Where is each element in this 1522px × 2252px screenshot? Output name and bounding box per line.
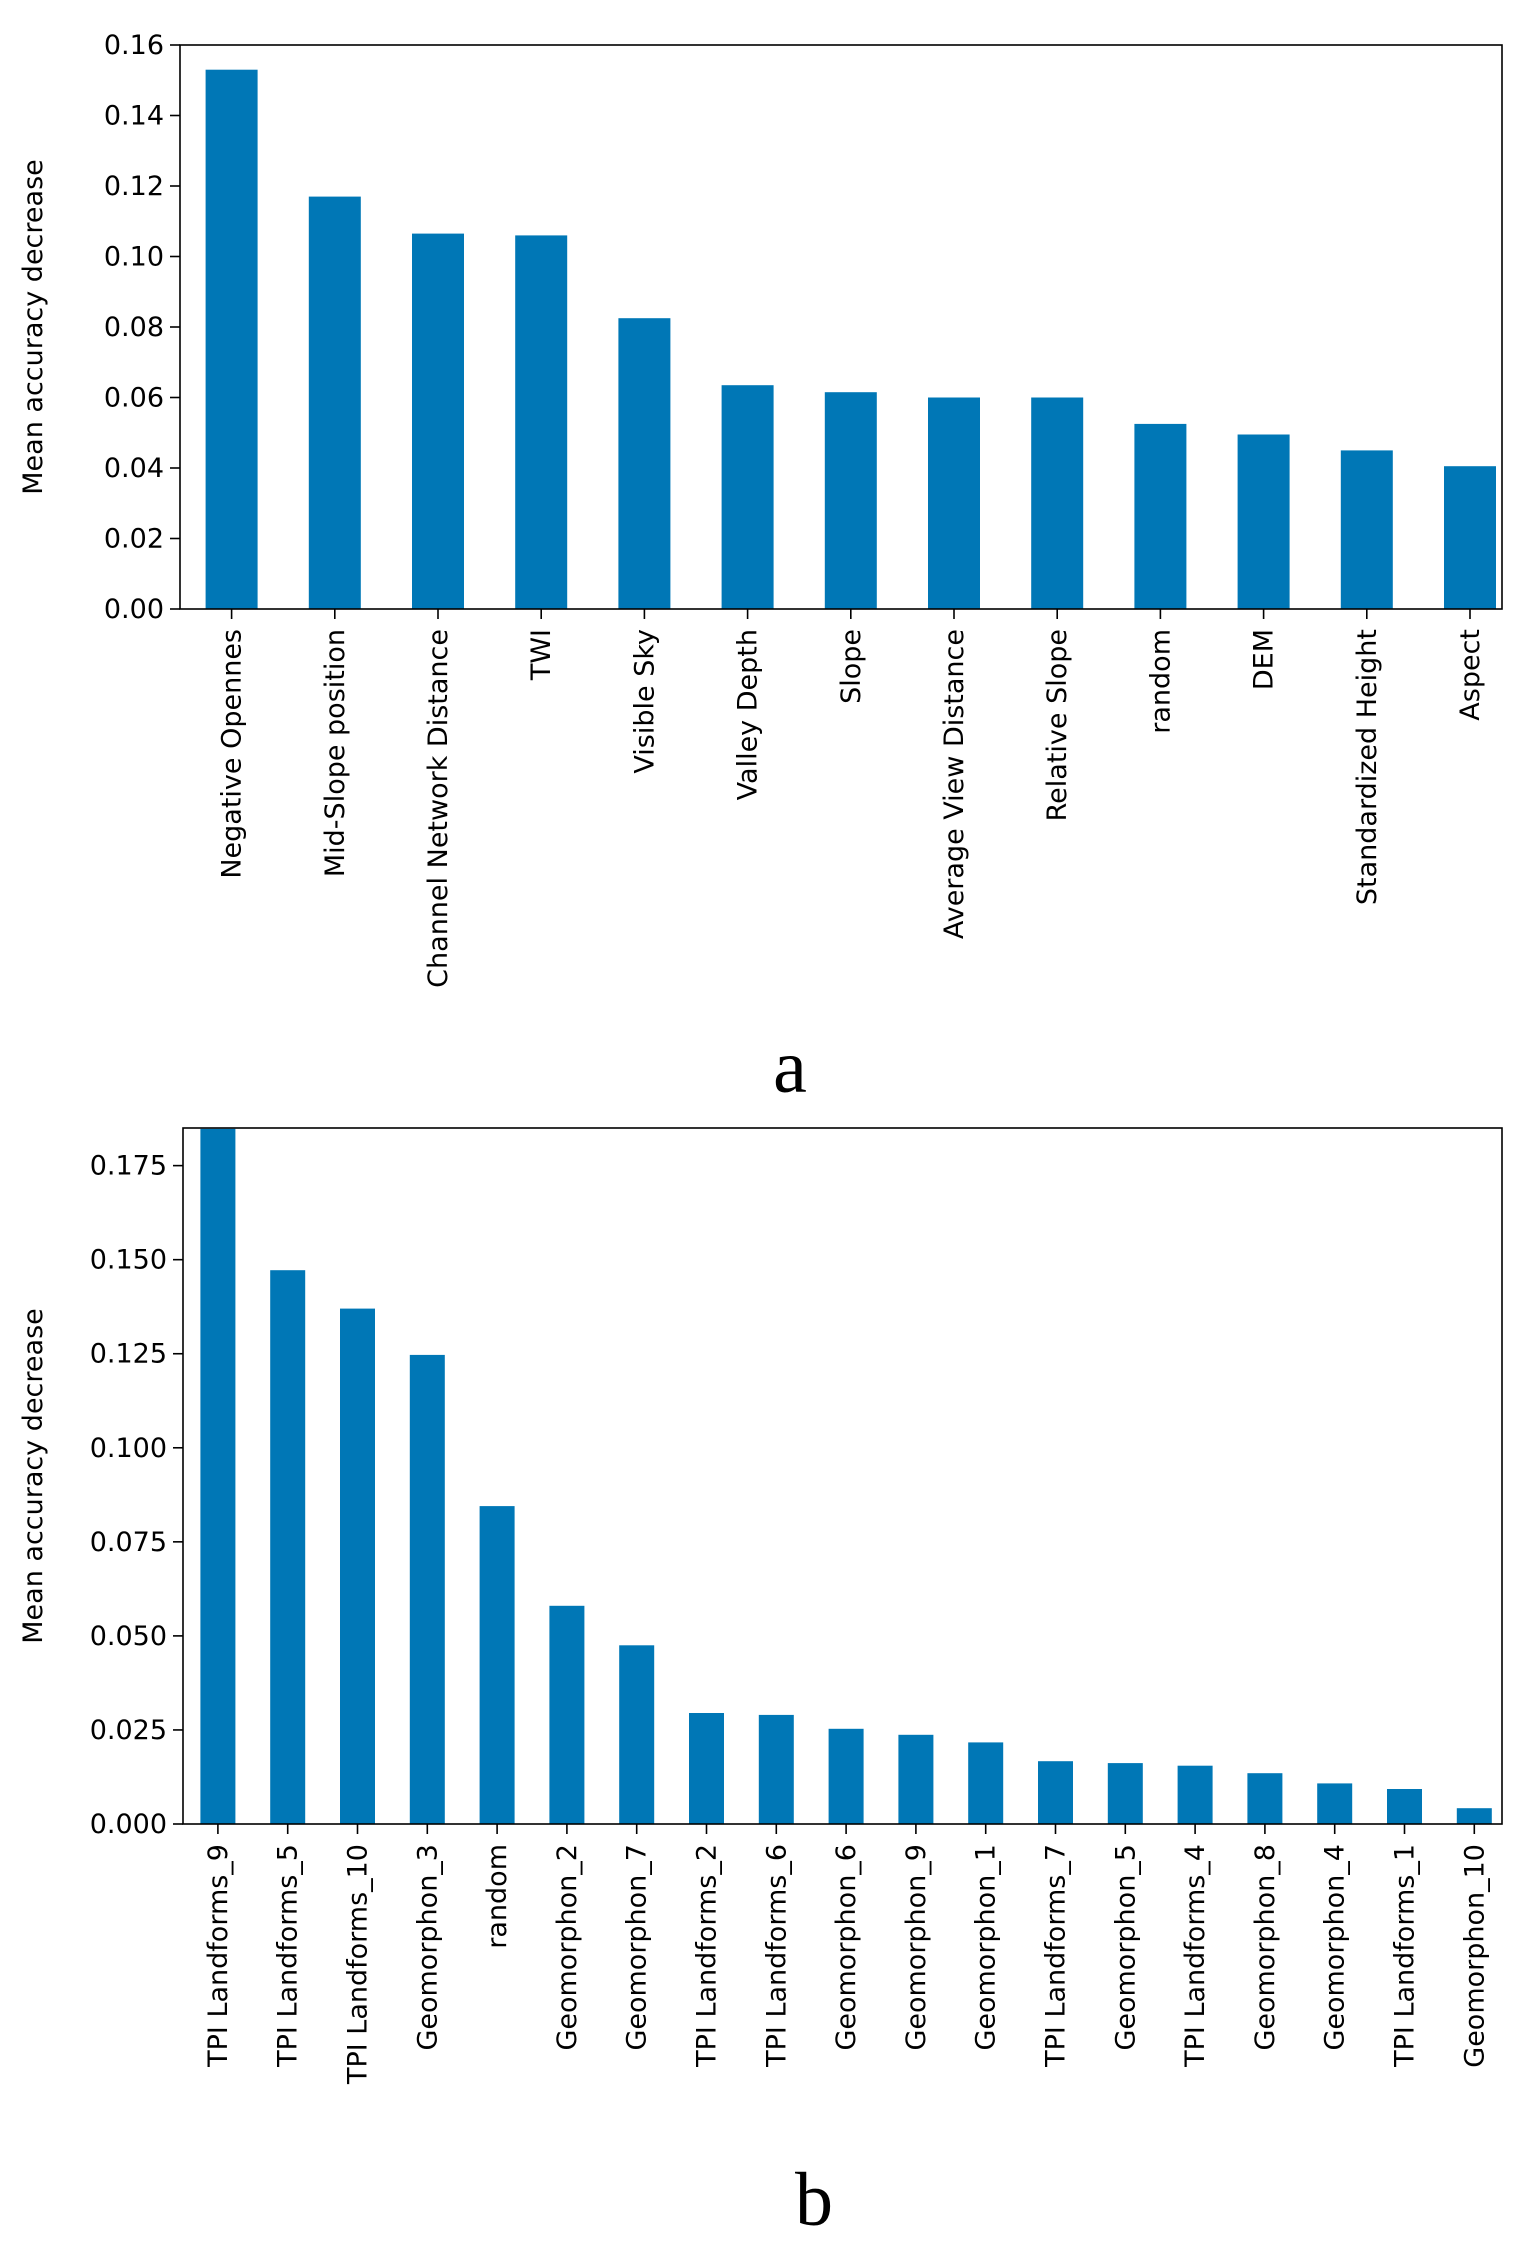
y-tick-label: 0.04 [104, 453, 164, 484]
y-tick-label: 0.100 [90, 1433, 167, 1464]
bar [689, 1713, 724, 1824]
bar [1456, 1808, 1492, 1824]
x-tick-label: random [482, 1844, 513, 1949]
x-tick-label: Relative Slope [1042, 629, 1073, 821]
bar [549, 1605, 585, 1824]
bar [1038, 1761, 1073, 1824]
bar [1177, 1765, 1213, 1824]
x-tick-label: Geomorphon_8 [1250, 1844, 1281, 2051]
bar [968, 1742, 1004, 1824]
bar [1031, 397, 1084, 609]
bar [1387, 1789, 1422, 1824]
bar [200, 1128, 236, 1824]
bar [205, 69, 258, 609]
y-tick-label: 0.025 [90, 1715, 167, 1746]
axes-frame [182, 1127, 1503, 1825]
x-tick-label: TPI Landforms_7 [1041, 1844, 1072, 2068]
bar [1134, 423, 1187, 609]
bar [308, 196, 361, 609]
bar [1237, 434, 1290, 609]
bar [928, 397, 980, 609]
x-tick-label: Geomorphon_7 [622, 1844, 653, 2051]
x-tick-label: Valley Depth [733, 629, 764, 800]
y-axis-label: Mean accuracy decrease [18, 1308, 49, 1643]
y-tick-label: 0.175 [90, 1151, 167, 1182]
y-tick-label: 0.050 [90, 1621, 167, 1652]
bar [619, 1645, 655, 1824]
bar [828, 1728, 864, 1824]
y-tick-label: 0.02 [104, 524, 164, 555]
y-tick-label: 0.075 [90, 1527, 167, 1558]
x-tick-label: Geomorphon_2 [552, 1844, 583, 2051]
x-tick-label: TPI Landforms_10 [343, 1844, 374, 2085]
bar [1444, 466, 1496, 609]
x-tick-label: Visible Sky [629, 629, 660, 774]
x-tick-label: TPI Landforms_6 [761, 1844, 792, 2068]
y-tick-label: 0.125 [90, 1339, 167, 1370]
x-tick-label: TPI Landforms_9 [203, 1844, 234, 2068]
bar [721, 385, 774, 609]
x-tick-label: Geomorphon_6 [831, 1844, 862, 2051]
bar [898, 1734, 934, 1824]
bar [515, 235, 568, 609]
y-tick-label: 0.08 [104, 312, 164, 343]
bar [758, 1714, 794, 1824]
x-tick-label: Average View Distance [939, 629, 970, 939]
x-tick-label: Channel Network Distance [423, 629, 454, 988]
x-tick-label: Geomorphon_4 [1320, 1844, 1351, 2051]
panel-label-a: a [773, 1025, 807, 1109]
bar [1247, 1773, 1283, 1824]
y-axis-label: Mean accuracy decrease [18, 159, 49, 494]
y-tick-label: 0.10 [104, 242, 164, 273]
x-tick-label: TPI Landforms_2 [692, 1844, 723, 2068]
bar [270, 1270, 306, 1824]
y-tick-label: 0.16 [104, 30, 164, 61]
x-tick-label: TPI Landforms_1 [1390, 1844, 1421, 2068]
x-tick-label: random [1145, 629, 1176, 734]
bar [1340, 450, 1393, 609]
bar [479, 1506, 515, 1824]
x-tick-label: Mid-Slope position [320, 629, 351, 877]
y-tick-label: 0.00 [104, 594, 164, 625]
bar [1107, 1763, 1143, 1824]
x-tick-label: Geomorphon_3 [412, 1844, 443, 2051]
y-tick-label: 0.06 [104, 383, 164, 414]
x-tick-label: Negative Opennes [217, 629, 248, 879]
bar [824, 392, 877, 609]
x-tick-label: Standardized Height [1352, 629, 1383, 905]
y-tick-label: 0.000 [90, 1809, 167, 1840]
x-tick-label: Aspect [1455, 629, 1486, 721]
x-tick-label: Geomorphon_5 [1110, 1844, 1141, 2051]
chart-panel-b: 0.000 0.025 0.050 0.075 0.100 0.125 0.150 0.175… [18, 1127, 1503, 2085]
chart-panel-a: 0.00 0.02 0.04 0.06 0.08 0.10 0.12 0.14 0.16 Nega… [18, 30, 1503, 988]
y-tick-label: 0.12 [104, 171, 164, 202]
x-tick-label: DEM [1249, 629, 1280, 690]
y-tick-label: 0.14 [104, 101, 164, 132]
bar [409, 1354, 445, 1824]
x-tick-label: Geomorphon_1 [971, 1844, 1002, 2051]
bar [618, 318, 671, 609]
x-tick-label: TPI Landforms_4 [1180, 1844, 1211, 2068]
x-tick-label: TPI Landforms_5 [273, 1844, 304, 2068]
x-tick-label: Geomorphon_9 [901, 1844, 932, 2051]
bar [340, 1308, 375, 1824]
x-tick-label: Slope [836, 629, 867, 704]
bar [1317, 1783, 1353, 1824]
bar [412, 233, 464, 609]
panel-label-b: b [795, 2158, 833, 2242]
y-tick-label: 0.150 [90, 1245, 167, 1276]
x-tick-label: Geomorphon_10 [1459, 1844, 1490, 2068]
x-tick-label: TWI [526, 629, 557, 681]
